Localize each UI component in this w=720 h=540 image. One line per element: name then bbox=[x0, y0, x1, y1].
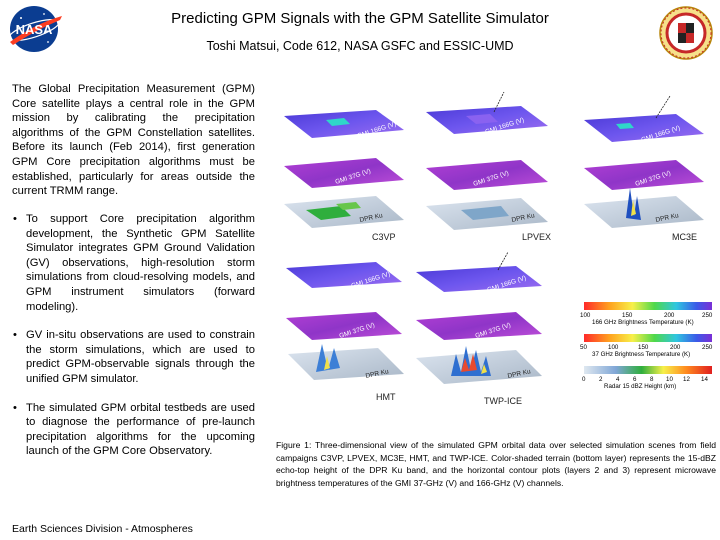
tick-label: 2 bbox=[599, 376, 603, 383]
colorbar-label: 37 GHz Brightness Temperature (K) bbox=[592, 351, 690, 358]
tick-label: 250 bbox=[702, 344, 713, 351]
panel-label: HMT bbox=[376, 392, 396, 402]
tick-label: 100 bbox=[608, 344, 619, 351]
colorbar-legend: 100 150 200 250 166 GHz Brightness Tempe… bbox=[578, 298, 718, 398]
figure-caption: Figure 1: Three-dimensional view of the … bbox=[276, 440, 716, 488]
intro-paragraph: The Global Precipitation Measurement (GP… bbox=[12, 83, 255, 198]
nasa-logo: NASA bbox=[4, 4, 68, 54]
panel-hmt: GMI 166G (V) GMI 37G (V) DPR Ku HMT bbox=[286, 262, 404, 402]
tick-label: 200 bbox=[670, 344, 681, 351]
panel-c3vp: GMI 166G (V) GMI 37G (V) DPR Ku C3VP bbox=[284, 110, 404, 242]
layer-label: DPR Ku bbox=[655, 212, 680, 224]
page-subtitle: Toshi Matsui, Code 612, NASA GSFC and ES… bbox=[206, 39, 514, 53]
bullet-list: To support Core precipitation algorithm … bbox=[12, 212, 255, 473]
bullet-item: GV in-situ observations are used to cons… bbox=[12, 328, 255, 386]
colorbar-37ghz: 50 100 150 200 250 37 GHz Brightness Tem… bbox=[580, 334, 713, 358]
university-seal-icon bbox=[658, 5, 714, 61]
colorbar-label: Radar 15 dBZ Height (km) bbox=[604, 383, 676, 390]
colorbar-166ghz: 100 150 200 250 166 GHz Brightness Tempe… bbox=[580, 302, 713, 326]
tick-label: 100 bbox=[580, 312, 591, 319]
colorbar-radar: 0 2 4 6 8 10 12 14 Radar 15 dBZ Height (… bbox=[582, 366, 712, 390]
tick-label: 14 bbox=[701, 376, 708, 383]
tick-label: 10 bbox=[666, 376, 673, 383]
tick-label: 150 bbox=[638, 344, 649, 351]
tick-label: 200 bbox=[664, 312, 675, 319]
simulation-figure: GMI 166G (V) GMI 37G (V) DPR Ku C3VP GMI… bbox=[276, 82, 720, 412]
layer-label: DPR Ku bbox=[507, 368, 532, 380]
bullet-item: To support Core precipitation algorithm … bbox=[12, 212, 255, 314]
layer-label: DPR Ku bbox=[359, 212, 384, 224]
tick-label: 4 bbox=[616, 376, 620, 383]
tick-label: 8 bbox=[650, 376, 654, 383]
tick-label: 150 bbox=[622, 312, 633, 319]
panel-label: LPVEX bbox=[522, 232, 551, 242]
tick-label: 250 bbox=[702, 312, 713, 319]
layer-label: DPR Ku bbox=[511, 212, 536, 224]
page-title: Predicting GPM Signals with the GPM Sate… bbox=[171, 10, 549, 27]
tick-label: 6 bbox=[633, 376, 637, 383]
panel-label: MC3E bbox=[672, 232, 697, 242]
bullet-item: The simulated GPM orbital testbeds are u… bbox=[12, 401, 255, 459]
tick-label: 50 bbox=[580, 344, 587, 351]
colorbar-label: 166 GHz Brightness Temperature (K) bbox=[592, 319, 694, 326]
panel-twp-ice: GMI 166G (V) GMI 37G (V) DPR Ku TWP-ICE bbox=[416, 251, 542, 406]
panel-label: TWP-ICE bbox=[484, 396, 522, 406]
nasa-logo-text: NASA bbox=[16, 22, 53, 37]
footer-text: Earth Sciences Division - Atmospheres bbox=[12, 523, 193, 535]
panel-mc3e: GMI 166G (V) GMI 37G (V) DPR Ku MC3E bbox=[584, 95, 704, 242]
tick-label: 0 bbox=[582, 376, 586, 383]
tick-label: 12 bbox=[683, 376, 690, 383]
layer-label: DPR Ku bbox=[365, 368, 390, 380]
panel-label: C3VP bbox=[372, 232, 396, 242]
panel-lpvex: GMI 166G (V) GMI 37G (V) DPR Ku LPVEX bbox=[426, 91, 551, 242]
